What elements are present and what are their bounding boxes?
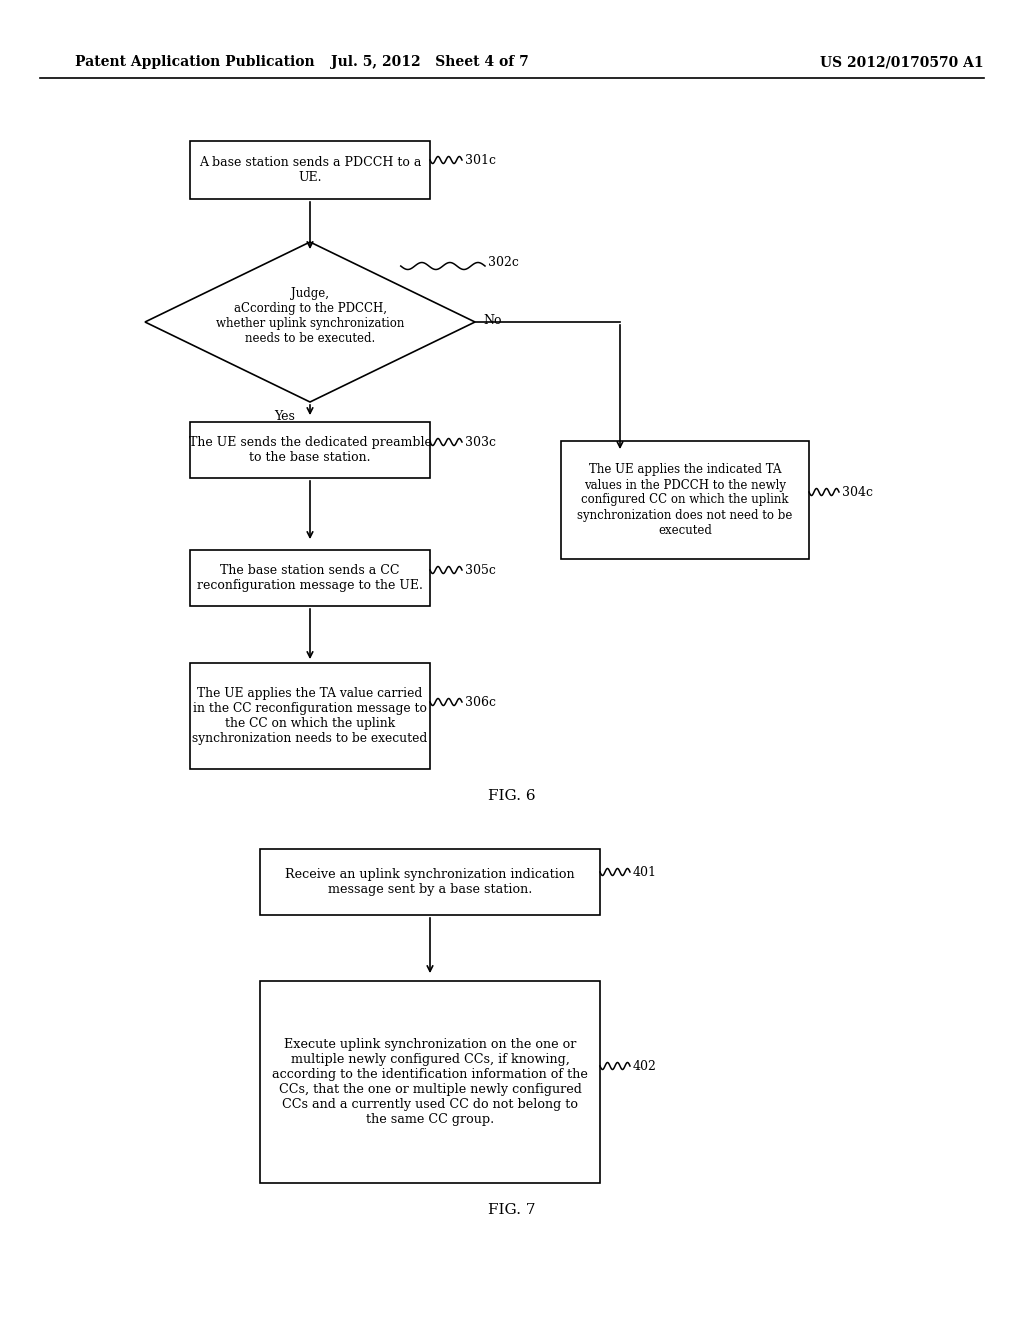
Text: A base station sends a PDCCH to a
UE.: A base station sends a PDCCH to a UE. — [199, 156, 421, 183]
Text: Jul. 5, 2012   Sheet 4 of 7: Jul. 5, 2012 Sheet 4 of 7 — [331, 55, 528, 69]
Bar — [260, 981, 600, 1183]
Text: 301c: 301c — [465, 153, 496, 166]
Text: Execute uplink synchronization on the one or
multiple newly configured CCs, if k: Execute uplink synchronization on the on… — [272, 1038, 588, 1126]
Text: Judge,
aCcording to the PDCCH,
whether uplink synchronization
needs to be execut: Judge, aCcording to the PDCCH, whether u… — [216, 286, 404, 345]
Polygon shape — [145, 242, 475, 403]
Text: The UE applies the indicated TA
values in the PDCCH to the newly
configured CC o: The UE applies the indicated TA values i… — [578, 463, 793, 536]
Bar — [561, 441, 809, 558]
Bar — [260, 849, 600, 915]
Text: 303c: 303c — [465, 436, 496, 449]
Text: 306c: 306c — [465, 696, 496, 709]
Text: No: No — [483, 314, 502, 326]
Text: FIG. 7: FIG. 7 — [488, 1203, 536, 1217]
Text: US 2012/0170570 A1: US 2012/0170570 A1 — [820, 55, 984, 69]
Text: Receive an uplink synchronization indication
message sent by a base station.: Receive an uplink synchronization indica… — [286, 869, 574, 896]
Text: The base station sends a CC
reconfiguration message to the UE.: The base station sends a CC reconfigurat… — [197, 564, 423, 591]
Text: 402: 402 — [633, 1060, 656, 1072]
Text: 304c: 304c — [842, 486, 873, 499]
Bar — [190, 422, 430, 478]
Text: The UE sends the dedicated preamble
to the base station.: The UE sends the dedicated preamble to t… — [188, 436, 431, 465]
Text: 305c: 305c — [465, 564, 496, 577]
Bar — [190, 141, 430, 199]
Text: 302c: 302c — [488, 256, 519, 269]
Bar — [190, 663, 430, 770]
Text: The UE applies the TA value carried
in the CC reconfiguration message to
the CC : The UE applies the TA value carried in t… — [193, 686, 428, 744]
Text: Yes: Yes — [274, 409, 296, 422]
Bar — [190, 550, 430, 606]
Text: FIG. 6: FIG. 6 — [488, 789, 536, 803]
Text: Patent Application Publication: Patent Application Publication — [75, 55, 314, 69]
Text: 401: 401 — [633, 866, 657, 879]
